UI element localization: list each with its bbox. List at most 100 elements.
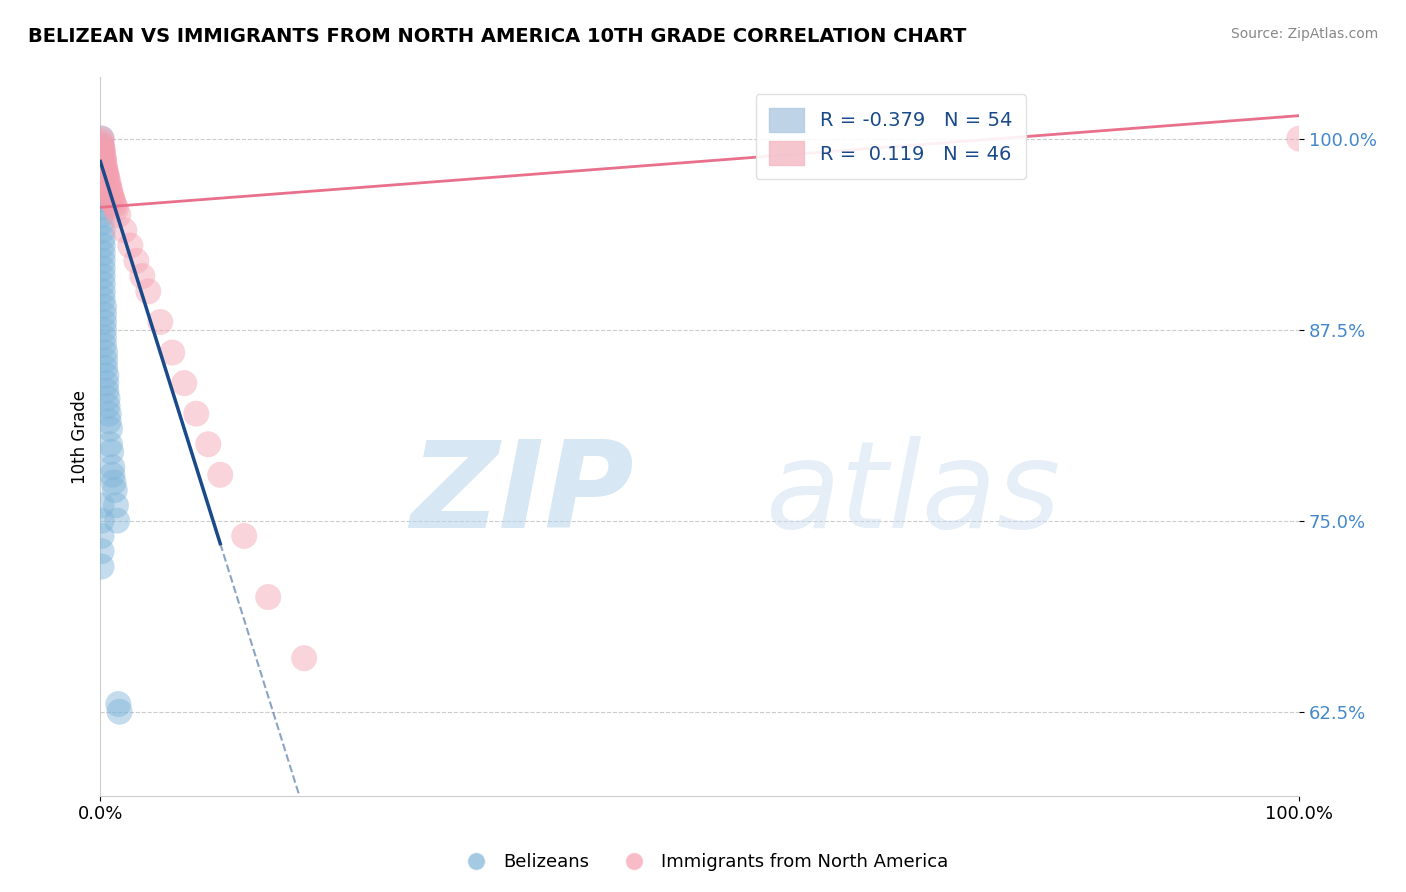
Point (90, 200, 112, 214)
Point (149, 315, 172, 329)
Point (104, 483, 127, 497)
Point (93, 153, 115, 167)
Text: atlas: atlas (766, 435, 1062, 552)
Point (90, 544, 112, 558)
Point (96, 399, 118, 413)
Point (107, 208, 129, 222)
Point (93, 300, 115, 314)
Point (90, 139, 112, 153)
Point (96, 169, 118, 184)
Point (93, 152, 115, 166)
Point (91, 223, 114, 237)
Point (1288, 131, 1310, 145)
Point (91, 277, 114, 291)
Point (107, 697, 129, 711)
Point (96, 368, 118, 383)
Point (101, 460, 124, 475)
Point (93, 307, 115, 321)
Point (90, 559, 112, 574)
Point (91, 246, 114, 260)
Point (104, 199, 127, 213)
Point (233, 529, 256, 543)
Point (96, 384, 118, 398)
Text: ZIP: ZIP (411, 435, 634, 552)
Point (96, 376, 118, 390)
Point (94, 161, 117, 175)
Text: Source: ZipAtlas.com: Source: ZipAtlas.com (1230, 27, 1378, 41)
Point (91, 150, 114, 164)
Legend: R = -0.379   N = 54, R =  0.119   N = 46: R = -0.379 N = 54, R = 0.119 N = 46 (755, 95, 1026, 178)
Point (90, 154, 112, 169)
Point (90, 499, 112, 513)
Point (100, 445, 122, 459)
Point (91, 269, 114, 284)
Point (90, 185, 112, 199)
Point (96, 168, 118, 182)
Point (104, 202, 127, 216)
Point (101, 191, 124, 205)
Point (93, 315, 115, 329)
Point (94, 162, 117, 177)
Point (97, 414, 120, 428)
Point (96, 167, 118, 181)
Point (100, 188, 122, 202)
Point (90, 146, 112, 161)
Point (108, 705, 131, 719)
Text: BELIZEAN VS IMMIGRANTS FROM NORTH AMERICA 10TH GRADE CORRELATION CHART: BELIZEAN VS IMMIGRANTS FROM NORTH AMERIC… (28, 27, 966, 45)
Point (94, 345, 117, 359)
Point (197, 437, 219, 451)
Point (96, 171, 118, 186)
Point (90, 169, 112, 184)
Point (90, 208, 112, 222)
Point (292, 651, 315, 665)
Point (90, 137, 112, 152)
Point (257, 590, 280, 604)
Point (98, 182, 121, 196)
Point (91, 261, 114, 276)
Point (90, 514, 112, 528)
Point (120, 238, 142, 252)
Point (93, 156, 115, 170)
Point (90, 131, 112, 145)
Point (93, 330, 115, 344)
Point (98, 437, 121, 451)
Point (91, 238, 114, 252)
Point (90, 135, 112, 149)
Point (91, 231, 114, 245)
Point (93, 323, 115, 337)
Point (97, 178, 120, 192)
Point (93, 338, 115, 352)
Point (91, 292, 114, 306)
Point (98, 185, 121, 199)
Point (101, 467, 124, 482)
Point (90, 131, 112, 145)
Point (90, 178, 112, 192)
Point (90, 162, 112, 177)
Point (91, 253, 114, 268)
Point (94, 360, 117, 375)
Point (136, 285, 159, 299)
Point (101, 193, 124, 207)
Point (90, 216, 112, 230)
Point (91, 146, 114, 161)
Point (96, 392, 118, 406)
Point (131, 269, 153, 284)
Point (112, 223, 135, 237)
Point (98, 422, 121, 436)
Point (209, 467, 232, 482)
Point (96, 174, 118, 188)
Point (97, 180, 120, 194)
Point (90, 193, 112, 207)
Point (91, 142, 114, 156)
Point (173, 376, 195, 390)
Point (90, 141, 112, 155)
Y-axis label: 10th Grade: 10th Grade (72, 390, 89, 483)
Point (97, 407, 120, 421)
Point (105, 514, 128, 528)
Point (90, 529, 112, 543)
Legend: Belizeans, Immigrants from North America: Belizeans, Immigrants from North America (450, 847, 956, 879)
Point (94, 353, 117, 368)
Point (91, 144, 114, 158)
Point (125, 253, 148, 268)
Point (93, 159, 115, 173)
